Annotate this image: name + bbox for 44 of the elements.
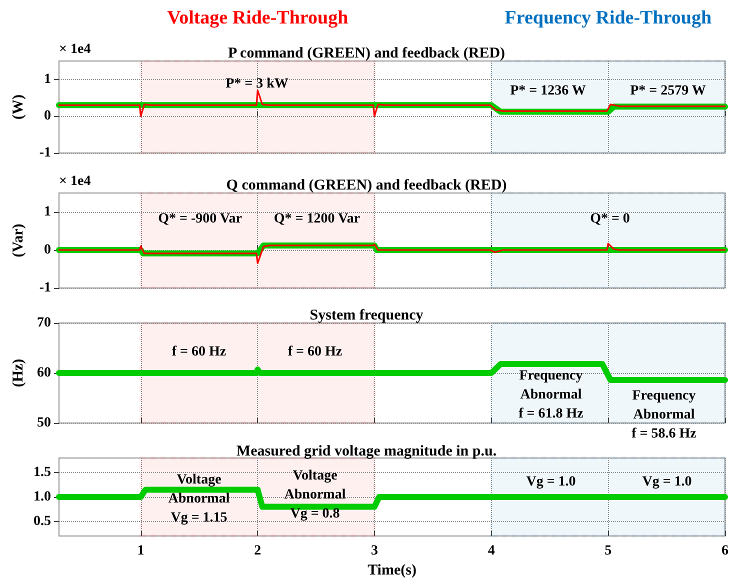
y-tick-label: 60 — [37, 366, 51, 380]
x-tick-label: 5 — [604, 544, 612, 558]
annotation: f = 60 Hz — [288, 344, 342, 360]
text: × 1e4 — [59, 42, 91, 57]
y-axis-title: (W) — [10, 94, 26, 120]
y-tick-label: 50 — [37, 416, 51, 430]
annotation: Vg = 1.0 — [526, 474, 576, 490]
x-tick-label: 3 — [370, 544, 378, 558]
x-tick-label: 1 — [137, 544, 144, 558]
text: × 1e4 — [59, 174, 91, 189]
y-tick-label: -1 — [39, 146, 51, 160]
y-tick-label: 1.0 — [34, 490, 51, 504]
chart-title: Q command (GREEN) and feedback (RED) — [226, 178, 507, 194]
band-label: Voltage Ride-Through — [167, 8, 349, 28]
x-axis-title: Time(s) — [368, 562, 416, 578]
annotation: P* = 2579 W — [630, 84, 706, 98]
x-tick-label: 4 — [488, 544, 495, 558]
y-tick-label: -1 — [39, 280, 51, 296]
y-tick-label: 70 — [37, 316, 51, 330]
y-axis-title: (Hz) — [10, 358, 26, 388]
annotation: Q* = -900 Var — [158, 212, 242, 226]
x-tick-label: 2 — [254, 544, 262, 558]
annotation: Q* = 1200 Var — [274, 212, 360, 226]
annotation: Vg = 1.0 — [642, 474, 692, 490]
annotation: Frequency Abnormal f = 61.8 Hz — [518, 368, 584, 422]
y-tick-label: 0 — [44, 242, 51, 258]
annotation: Q* = 0 — [590, 212, 630, 226]
y-tick-label: 1 — [44, 72, 51, 87]
annotation: Voltage Abnormal Vg = 1.15 — [168, 472, 230, 526]
y-axis-title: (Var) — [10, 224, 26, 258]
y-tick-label: 1.5 — [34, 465, 51, 480]
annotation: Voltage Abnormal Vg = 0.8 — [284, 468, 346, 522]
x-tick-label: 6 — [722, 544, 728, 558]
y-tick-label: 0 — [44, 108, 51, 124]
annotation: f = 60 Hz — [172, 344, 226, 360]
annotation: P* = 1236 W — [510, 84, 586, 98]
annotation: P* = 3 kW — [226, 76, 288, 92]
y-tick-label: 1 — [44, 204, 51, 220]
annotation: Frequency Abnormal f = 58.6 Hz — [632, 388, 696, 442]
chart-title: P command (GREEN) and feedback (RED) — [228, 46, 506, 62]
chart-title: Measured grid voltage magnitude in p.u. — [236, 444, 497, 460]
band-label: Frequency Ride-Through — [504, 8, 712, 28]
chart-title: System frequency — [310, 308, 424, 324]
y-tick-label: 0.5 — [34, 514, 51, 529]
